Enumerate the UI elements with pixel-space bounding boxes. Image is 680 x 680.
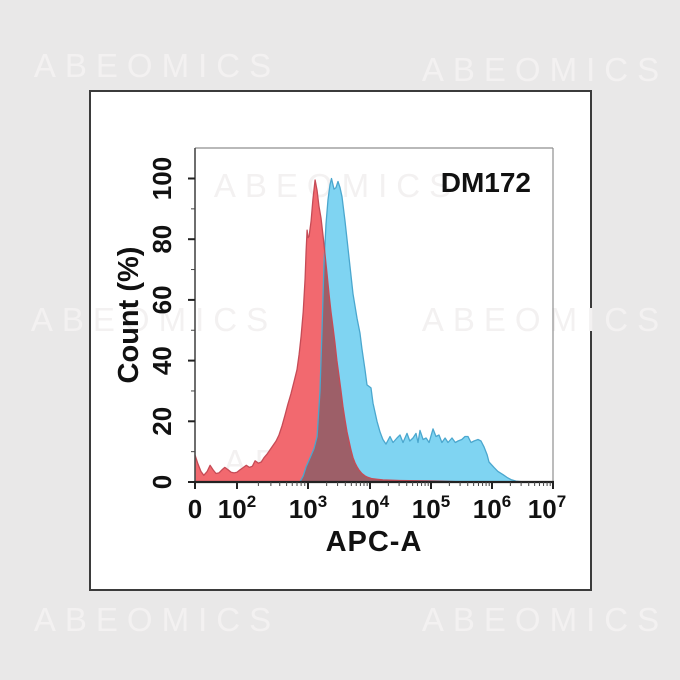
x-tick-label: 104 — [351, 492, 390, 524]
plot-frame — [195, 147, 554, 482]
x-tick-label: 102 — [218, 492, 256, 524]
overlap-region-fill — [300, 254, 460, 482]
x-tick-label: 107 — [528, 492, 566, 524]
histogram-curves — [194, 177, 527, 483]
x-tick-label: 0 — [188, 494, 202, 524]
watermark-top-right: ABEOMICS — [421, 51, 669, 88]
watermark-mid-right: ABEOMICS — [421, 301, 669, 338]
y-tick-label: 60 — [147, 285, 177, 314]
watermark-mid-left: ABEOMICS — [30, 301, 278, 338]
y-tick-label: 0 — [147, 475, 177, 489]
y-axis-ticks: 0 20 40 60 80 100 — [147, 157, 195, 489]
y-tick-label: 100 — [147, 157, 177, 200]
red-histogram-outline — [194, 179, 462, 483]
sample-annotation: DM172 — [441, 167, 531, 198]
x-axis-title: APC-A — [326, 526, 423, 558]
y-tick-label: 20 — [147, 407, 177, 436]
y-axis-title: Count (%) — [113, 247, 145, 384]
y-tick-label: 40 — [147, 346, 177, 375]
blue-histogram-outline — [299, 177, 527, 483]
x-tick-label: 106 — [473, 492, 511, 524]
y-tick-label: 80 — [147, 225, 177, 254]
watermark-top-left: ABEOMICS — [33, 47, 281, 84]
x-tick-label: 103 — [289, 492, 327, 524]
axes — [194, 148, 554, 484]
x-tick-label: 105 — [412, 492, 450, 524]
blue-histogram-fill — [299, 178, 526, 482]
x-axis-ticks: 0 102 103 104 105 106 107 — [188, 482, 566, 524]
watermark-bottom-left: ABEOMICS — [33, 601, 281, 638]
watermark-bottom-right: ABEOMICS — [421, 601, 669, 638]
